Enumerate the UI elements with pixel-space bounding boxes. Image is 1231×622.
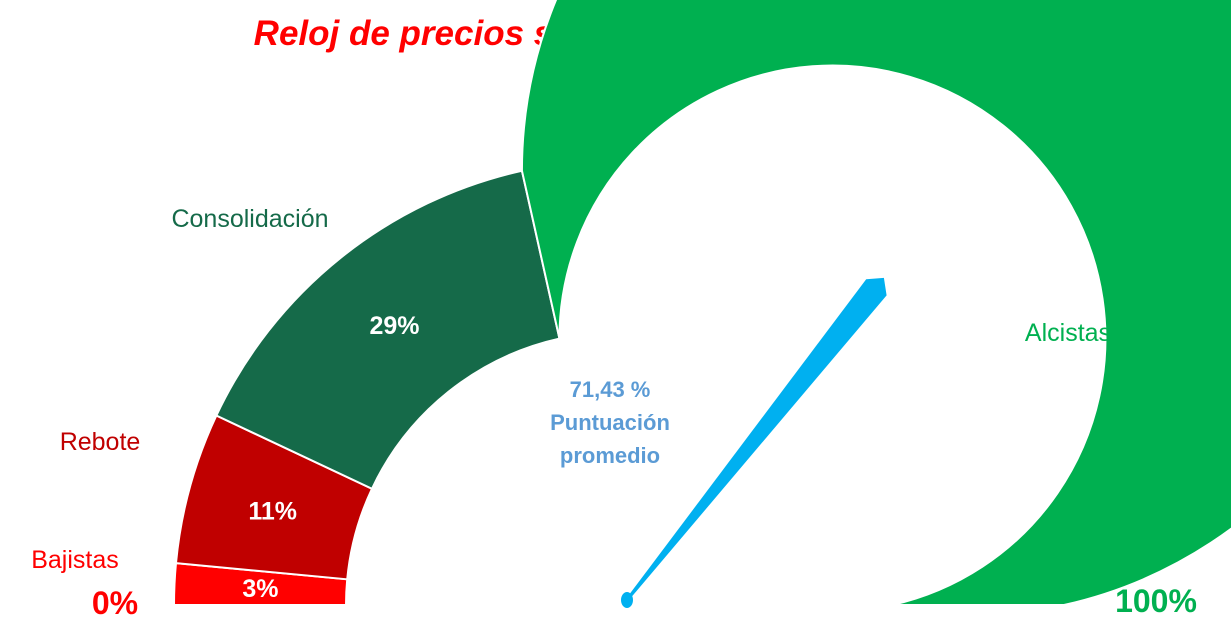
segment-name-consolidacion: Consolidación: [171, 205, 328, 233]
segment-percent-label: 11%: [248, 497, 297, 525]
gauge-segment-alcistas: [520, 0, 1231, 606]
center-caption-line1: Puntuación: [550, 410, 670, 435]
center-value: 71,43 %: [570, 377, 651, 402]
segment-percent-label: 29%: [370, 312, 420, 340]
gauge-needle: [625, 277, 887, 601]
segment-name-bajistas: Bajistas: [31, 546, 119, 574]
max-label: 100%: [1115, 583, 1197, 619]
gauge-segment-consolidacion: [215, 169, 561, 491]
min-label: 0%: [92, 585, 138, 621]
segment-name-alcistas: Alcistas: [1025, 319, 1111, 347]
segment-name-rebote: Rebote: [60, 428, 141, 456]
center-caption-line2: promedio: [560, 443, 660, 468]
needle-hub: [621, 592, 633, 608]
segment-percent-label: 3%: [242, 575, 278, 603]
